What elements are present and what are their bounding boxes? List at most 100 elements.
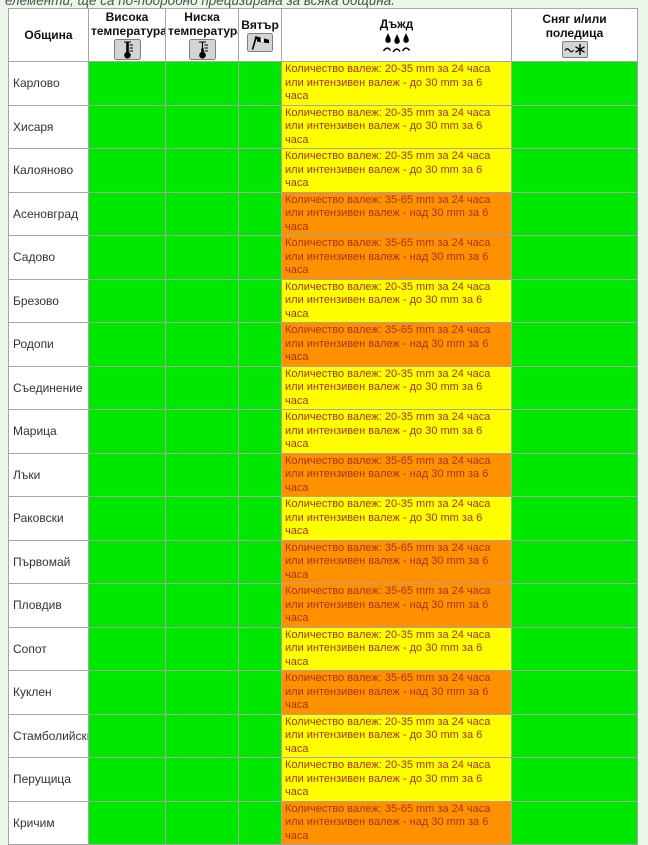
municipality-name: Перущица [8, 757, 89, 802]
table-row: Съединение Количество валеж: 20-35 mm за … [8, 365, 638, 410]
wind-warning-cell [238, 713, 282, 758]
thermometer-low-icon [168, 39, 236, 60]
municipality-name: Стамболийски [8, 713, 89, 758]
wind-warning-cell [238, 539, 282, 584]
rain-warning-cell: Количество валеж: 35-65 mm за 24 часа ил… [281, 191, 512, 236]
table-row: Пловдив Количество валеж: 35-65 mm за 24 … [8, 583, 638, 628]
low-temperature-warning-cell [165, 757, 239, 802]
high-temperature-warning-cell [88, 365, 166, 410]
snow-warning-cell [511, 539, 638, 584]
column-header-label: Община [24, 28, 73, 42]
municipality-name: Карлово [8, 61, 89, 106]
table-row: Марица Количество валеж: 20-35 mm за 24 ч… [8, 409, 638, 454]
wind-warning-cell [238, 670, 282, 715]
top-note-text: елементи, ще са по-подробно прецизирана … [5, 0, 396, 8]
table-row: Садово Количество валеж: 35-65 mm за 24 ч… [8, 235, 638, 280]
thermometer-high-icon [91, 39, 163, 60]
snow-warning-cell [511, 409, 638, 454]
municipality-name: Калояново [8, 148, 89, 193]
wind-warning-cell [238, 61, 282, 106]
low-temperature-warning-cell [165, 583, 239, 628]
high-temperature-warning-cell [88, 713, 166, 758]
table-row: Калояново Количество валеж: 20-35 mm за 2… [8, 148, 638, 193]
rain-warning-cell: Количество валеж: 20-35 mm за 24 часа ил… [281, 626, 512, 671]
rain-warning-cell: Количество валеж: 35-65 mm за 24 часа ил… [281, 583, 512, 628]
low-temperature-warning-cell [165, 452, 239, 497]
high-temperature-warning-cell [88, 757, 166, 802]
low-temperature-warning-cell [165, 713, 239, 758]
low-temperature-warning-cell [165, 191, 239, 236]
municipality-name: Кричим [8, 800, 89, 845]
rain-icon [284, 32, 509, 54]
table-row: Първомай Количество валеж: 35-65 mm за 24… [8, 539, 638, 584]
rain-warning-cell: Количество валеж: 35-65 mm за 24 часа ил… [281, 235, 512, 280]
snow-warning-cell [511, 626, 638, 671]
low-temperature-warning-cell [165, 235, 239, 280]
table-row: Кричим Количество валеж: 35-65 mm за 24 ч… [8, 800, 638, 845]
snow-warning-cell [511, 757, 638, 802]
rain-warning-cell: Количество валеж: 35-65 mm за 24 часа ил… [281, 670, 512, 715]
wind-warning-cell [238, 278, 282, 323]
low-temperature-warning-cell [165, 104, 239, 149]
table-row: Асеновград Количество валеж: 35-65 mm за … [8, 191, 638, 236]
snow-warning-cell [511, 191, 638, 236]
table-row: Карлово Количество валеж: 20-35 mm за 24 … [8, 61, 638, 106]
column-header-label: Ниска температура [168, 10, 239, 38]
municipality-name: Сопот [8, 626, 89, 671]
snow-warning-cell [511, 670, 638, 715]
low-temperature-warning-cell [165, 670, 239, 715]
rain-warning-cell: Количество валеж: 20-35 mm за 24 часа ил… [281, 409, 512, 454]
column-header-label: Сняг и/или поледица [542, 12, 607, 40]
municipality-name: Раковски [8, 496, 89, 541]
high-temperature-warning-cell [88, 409, 166, 454]
snow-warning-cell [511, 61, 638, 106]
column-header-сняг-и-или-поледица: Сняг и/или поледица [511, 8, 638, 62]
low-temperature-warning-cell [165, 365, 239, 410]
wind-warning-cell [238, 409, 282, 454]
column-header-ниска-температура: Ниска температура [165, 8, 239, 62]
snow-warning-cell [511, 496, 638, 541]
table-row: Брезово Количество валеж: 20-35 mm за 24 … [8, 278, 638, 323]
low-temperature-warning-cell [165, 278, 239, 323]
table-row: Родопи Количество валеж: 35-65 mm за 24 ч… [8, 322, 638, 367]
rain-warning-cell: Количество валеж: 35-65 mm за 24 часа ил… [281, 452, 512, 497]
column-header-дъжд: Дъжд [281, 8, 512, 62]
high-temperature-warning-cell [88, 191, 166, 236]
rain-warning-cell: Количество валеж: 20-35 mm за 24 часа ил… [281, 104, 512, 149]
rain-warning-cell: Количество валеж: 20-35 mm за 24 часа ил… [281, 757, 512, 802]
table-row: Сопот Количество валеж: 20-35 mm за 24 ча… [8, 626, 638, 671]
low-temperature-warning-cell [165, 626, 239, 671]
table-row: Перущица Количество валеж: 20-35 mm за 24… [8, 757, 638, 802]
municipality-name: Родопи [8, 322, 89, 367]
high-temperature-warning-cell [88, 626, 166, 671]
low-temperature-warning-cell [165, 322, 239, 367]
column-header-label: Дъжд [379, 16, 414, 31]
wind-warning-cell [238, 235, 282, 280]
snowflake-icon [514, 41, 635, 58]
high-temperature-warning-cell [88, 148, 166, 193]
wind-warning-cell [238, 322, 282, 367]
table-row: Стамболийски Количество валеж: 20-35 mm з… [8, 713, 638, 758]
low-temperature-warning-cell [165, 409, 239, 454]
municipality-name: Асеновград [8, 191, 89, 236]
high-temperature-warning-cell [88, 235, 166, 280]
wind-warning-cell [238, 104, 282, 149]
table-row: Лъки Количество валеж: 35-65 mm за 24 час… [8, 452, 638, 497]
windsock-icon [241, 33, 279, 52]
high-temperature-warning-cell [88, 61, 166, 106]
snow-warning-cell [511, 583, 638, 628]
high-temperature-warning-cell [88, 278, 166, 323]
column-header-вятър: Вятър [238, 8, 282, 62]
snow-warning-cell [511, 713, 638, 758]
weather-warnings-table: Община Висока температура Ниска температур… [8, 8, 638, 845]
snow-warning-cell [511, 278, 638, 323]
low-temperature-warning-cell [165, 148, 239, 193]
snow-warning-cell [511, 365, 638, 410]
low-temperature-warning-cell [165, 800, 239, 845]
table-row: Раковски Количество валеж: 20-35 mm за 24… [8, 496, 638, 541]
rain-warning-cell: Количество валеж: 20-35 mm за 24 часа ил… [281, 496, 512, 541]
wind-warning-cell [238, 191, 282, 236]
high-temperature-warning-cell [88, 583, 166, 628]
table-row: Хисаря Количество валеж: 20-35 mm за 24 ч… [8, 104, 638, 149]
column-header-община: Община [8, 8, 89, 62]
